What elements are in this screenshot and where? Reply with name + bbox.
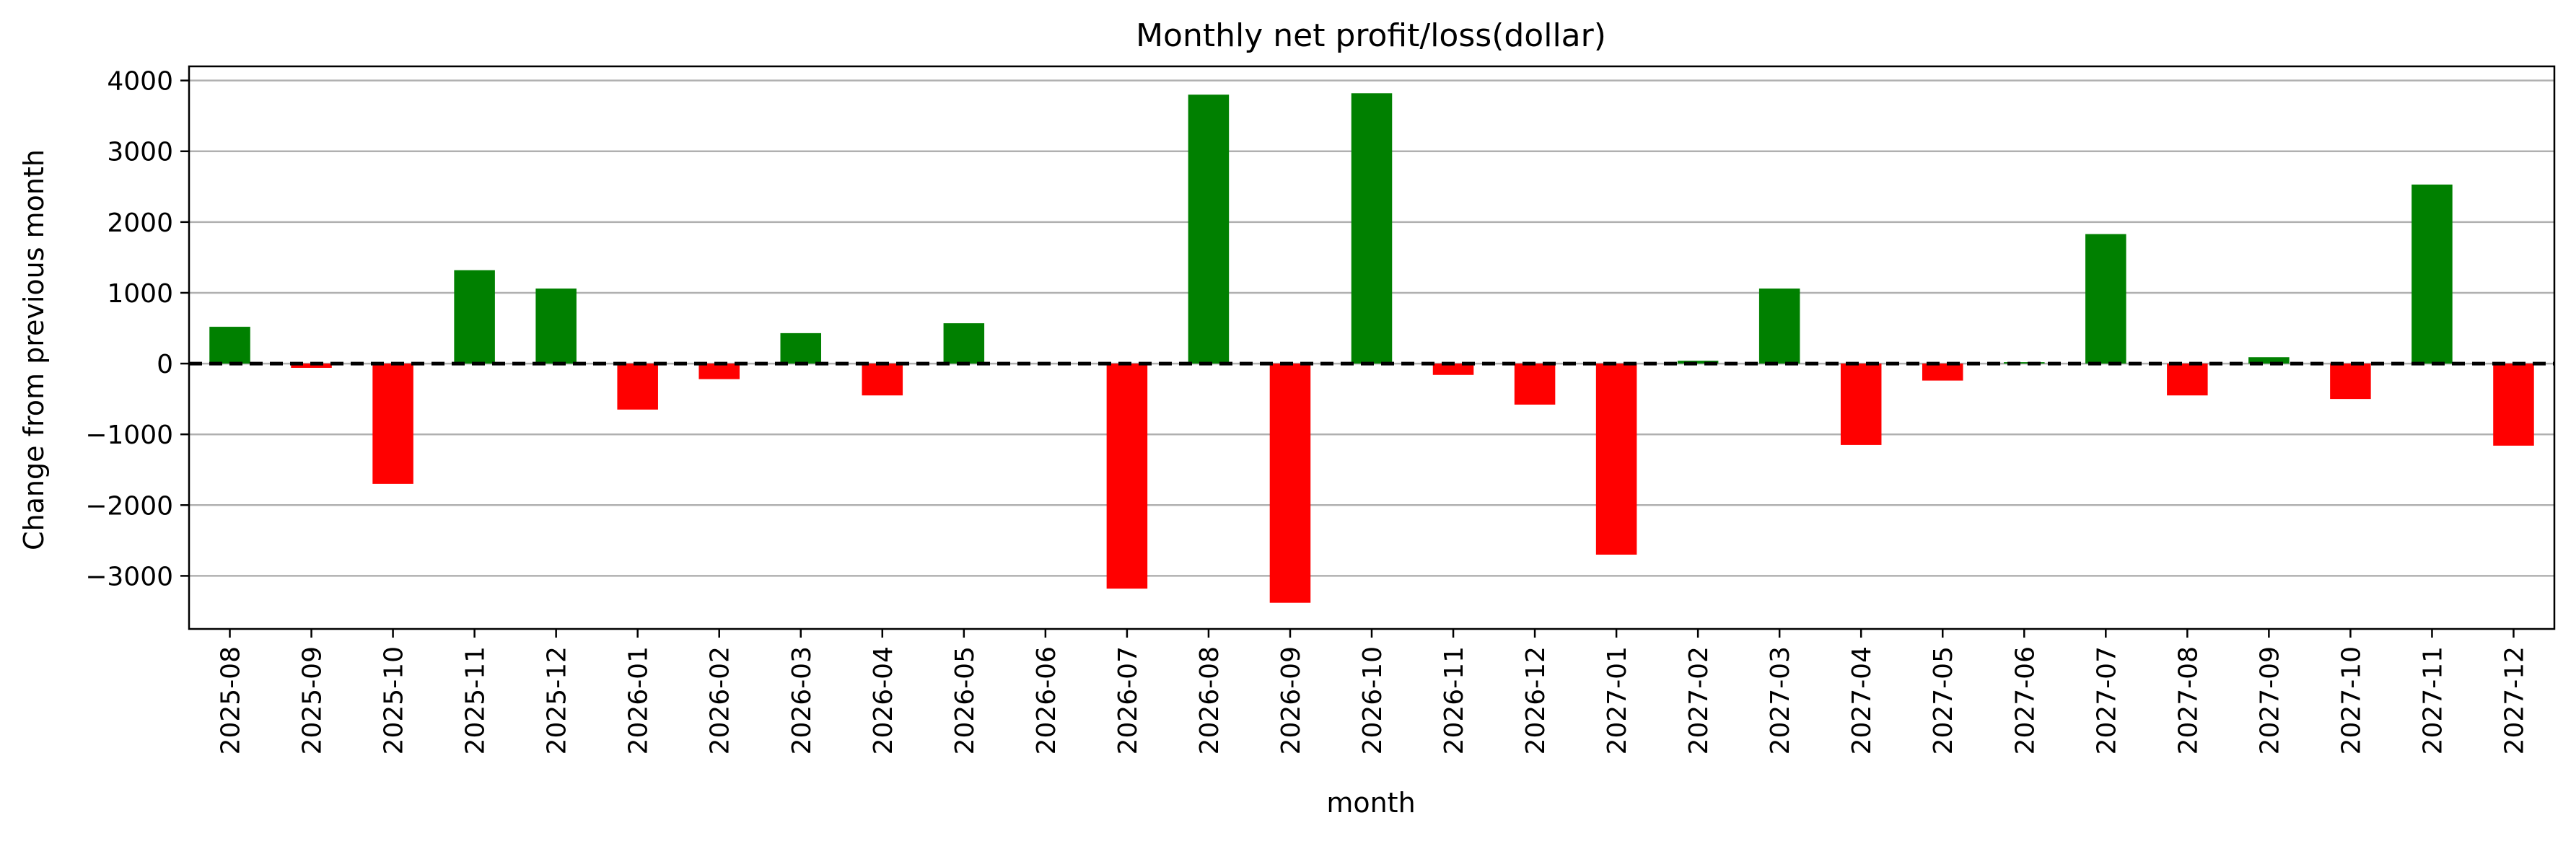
bar (2085, 234, 2126, 364)
bar (698, 364, 740, 379)
x-tick-label: 2025-08 (216, 646, 246, 754)
x-tick-label: 2027-01 (1603, 646, 1632, 754)
bar (1840, 364, 1882, 445)
bar (372, 364, 413, 484)
x-tick-label: 2026-07 (1113, 646, 1143, 754)
x-tick-label: 2027-05 (1929, 646, 1958, 754)
y-tick-label: −1000 (85, 420, 173, 450)
x-tick-label: 2026-08 (1195, 646, 1225, 754)
x-tick-label: 2025-09 (298, 646, 328, 754)
bar (535, 289, 577, 364)
x-tick-label: 2026-10 (1358, 646, 1388, 754)
y-tick-label: 3000 (107, 138, 173, 167)
x-tick-label: 2027-07 (2092, 646, 2121, 754)
bar (1758, 289, 1800, 364)
bar (2330, 364, 2371, 400)
bar (780, 333, 822, 364)
y-axis: −3000 −2000 −1000 0 1000 2000 3000 4000 (85, 67, 189, 591)
bar (862, 364, 903, 396)
y-tick-label: 0 (157, 350, 173, 379)
bar (1595, 364, 1637, 555)
bar (1432, 364, 1474, 375)
bar (1922, 364, 1963, 381)
y-axis-label: Change from previous month (18, 149, 50, 550)
x-tick-label: 2025-10 (380, 646, 409, 754)
x-tick-label: 2026-05 (950, 646, 980, 754)
x-axis: 2025-08 2025-09 2025-10 2025-11 2025-12 2026-… (216, 629, 2529, 754)
bar (1351, 93, 1393, 364)
bar (2248, 357, 2290, 364)
x-tick-label: 2027-04 (1847, 646, 1877, 754)
x-tick-label: 2026-01 (624, 646, 654, 754)
bar (2411, 184, 2453, 364)
chart-title: Monthly net profit/loss(dollar) (1136, 17, 1606, 54)
bar (2004, 362, 2045, 364)
x-tick-label: 2027-10 (2336, 646, 2366, 754)
bar (1269, 364, 1311, 603)
y-tick-label: 1000 (107, 279, 173, 309)
bar (943, 323, 985, 364)
bar (454, 270, 495, 364)
x-tick-label: 2025-11 (461, 646, 491, 754)
x-tick-label: 2026-12 (1521, 646, 1551, 754)
bar (1188, 94, 1230, 364)
x-axis-label: month (1326, 787, 1415, 819)
x-tick-label: 2026-04 (869, 646, 898, 754)
bars (209, 93, 2534, 603)
x-tick-label: 2027-02 (1684, 646, 1714, 754)
bar (1514, 364, 1556, 405)
x-tick-label: 2027-03 (1766, 646, 1795, 754)
y-tick-label: 4000 (107, 67, 173, 97)
x-tick-label: 2027-08 (2173, 646, 2203, 754)
bar (617, 364, 658, 410)
x-tick-label: 2026-06 (1032, 646, 1061, 754)
y-tick-label: 2000 (107, 208, 173, 238)
bar (2167, 364, 2208, 396)
x-tick-label: 2025-12 (543, 646, 572, 754)
x-tick-label: 2027-12 (2500, 646, 2529, 754)
bar (209, 327, 250, 364)
bar (1106, 364, 1148, 589)
x-tick-label: 2026-02 (706, 646, 735, 754)
x-tick-label: 2026-11 (1440, 646, 1469, 754)
x-tick-label: 2027-09 (2255, 646, 2284, 754)
y-tick-label: −3000 (85, 562, 173, 591)
bar (291, 364, 332, 368)
x-tick-label: 2026-03 (787, 646, 817, 754)
x-tick-label: 2027-11 (2418, 646, 2448, 754)
bar (2493, 364, 2534, 446)
y-tick-label: −2000 (85, 491, 173, 521)
bar (1677, 361, 1719, 364)
x-tick-label: 2026-09 (1276, 646, 1306, 754)
x-tick-label: 2027-06 (2010, 646, 2040, 754)
